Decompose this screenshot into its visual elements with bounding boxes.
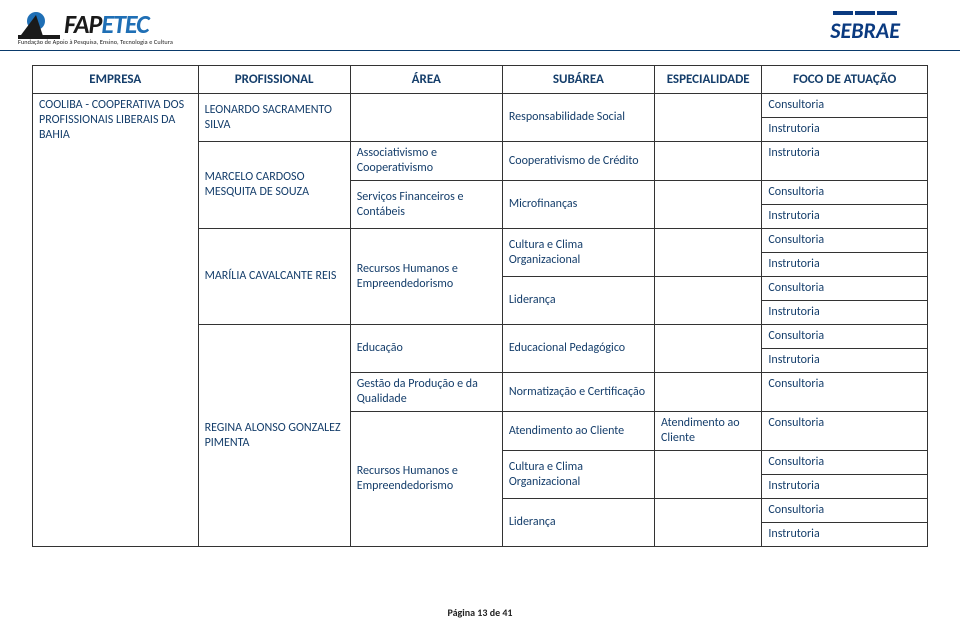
cell-esp [654, 451, 761, 499]
page-header: FAPETEC Fundação de Apoio à Pesquisa, En… [0, 0, 960, 51]
sebrae-logo: SEBRAE [830, 11, 900, 44]
cell-foco: Consultoria [762, 277, 928, 301]
cell-foco: Consultoria [762, 181, 928, 205]
col-profissional: PROFISSIONAL [198, 66, 350, 94]
cell-area: Associativismo e Cooperativismo [350, 142, 502, 181]
cell-foco: Instrutoria [762, 523, 928, 547]
cell-esp [654, 373, 761, 412]
logo-tagline: Fundação de Apoio à Pesquisa, Ensino, Te… [18, 38, 173, 46]
cell-esp [654, 94, 761, 142]
cell-foco: Instrutoria [762, 118, 928, 142]
col-especialidade: ESPECIALIDADE [654, 66, 761, 94]
cell-esp [654, 142, 761, 181]
cell-prof: MARCELO CARDOSO MESQUITA DE SOUZA [198, 142, 350, 229]
cell-foco: Consultoria [762, 412, 928, 451]
logo-text-primary: FAP [64, 8, 101, 40]
cell-foco: Instrutoria [762, 349, 928, 373]
cell-sub: Cultura e Clima Organizacional [502, 451, 654, 499]
cell-sub: Cultura e Clima Organizacional [502, 229, 654, 277]
cell-foco: Instrutoria [762, 205, 928, 229]
cell-esp [654, 325, 761, 373]
col-foco: FOCO DE ATUAÇÃO [762, 66, 928, 94]
cell-foco: Instrutoria [762, 253, 928, 277]
cell-sub: Liderança [502, 277, 654, 325]
cell-esp: Atendimento ao Cliente [654, 412, 761, 451]
cell-esp [654, 181, 761, 229]
cell-area: Recursos Humanos e Empreendedorismo [350, 229, 502, 325]
logo-text-secondary: ETEC [101, 8, 148, 40]
cell-area: Recursos Humanos e Empreendedorismo [350, 412, 502, 547]
cell-prof: LEONARDO SACRAMENTO SILVA [198, 94, 350, 142]
cell-sub: Responsabilidade Social [502, 94, 654, 142]
table-header-row: EMPRESA PROFISSIONAL ÁREA SUBÁREA ESPECI… [33, 66, 928, 94]
cell-foco: Instrutoria [762, 301, 928, 325]
cell-sub: Cooperativismo de Crédito [502, 142, 654, 181]
fapetec-logo: FAPETEC Fundação de Apoio à Pesquisa, En… [18, 8, 173, 46]
cell-sub: Atendimento ao Cliente [502, 412, 654, 451]
col-area: ÁREA [350, 66, 502, 94]
sebrae-text: SEBRAE [830, 17, 900, 44]
cell-foco: Consultoria [762, 325, 928, 349]
cell-sub: Normatização e Certificação [502, 373, 654, 412]
cell-prof: MARÍLIA CAVALCANTE REIS [198, 229, 350, 325]
cell-esp [654, 277, 761, 325]
cell-esp [654, 499, 761, 547]
cell-foco: Consultoria [762, 451, 928, 475]
table-row: COOLIBA - COOPERATIVA DOS PROFISSIONAIS … [33, 94, 928, 118]
cell-foco: Consultoria [762, 373, 928, 412]
col-subarea: SUBÁREA [502, 66, 654, 94]
page-footer: Página 13 de 41 [0, 606, 960, 619]
cell-foco: Consultoria [762, 229, 928, 253]
cell-foco: Instrutoria [762, 475, 928, 499]
cell-area: Gestão da Produção e da Qualidade [350, 373, 502, 412]
fapetec-icon [18, 9, 60, 39]
sebrae-bars-icon [833, 11, 897, 15]
cell-sub: Liderança [502, 499, 654, 547]
cell-empresa: COOLIBA - COOPERATIVA DOS PROFISSIONAIS … [33, 94, 199, 547]
cell-area [350, 94, 502, 142]
cell-area: Educação [350, 325, 502, 373]
cell-sub: Educacional Pedagógico [502, 325, 654, 373]
cell-foco: Instrutoria [762, 142, 928, 181]
cell-sub: Microfinanças [502, 181, 654, 229]
cell-prof: REGINA ALONSO GONZALEZ PIMENTA [198, 325, 350, 547]
cell-area: Serviços Financeiros e Contábeis [350, 181, 502, 229]
cell-esp [654, 229, 761, 277]
page-content: EMPRESA PROFISSIONAL ÁREA SUBÁREA ESPECI… [0, 51, 960, 547]
cell-foco: Consultoria [762, 94, 928, 118]
cell-foco: Consultoria [762, 499, 928, 523]
col-empresa: EMPRESA [33, 66, 199, 94]
data-table: EMPRESA PROFISSIONAL ÁREA SUBÁREA ESPECI… [32, 65, 928, 547]
